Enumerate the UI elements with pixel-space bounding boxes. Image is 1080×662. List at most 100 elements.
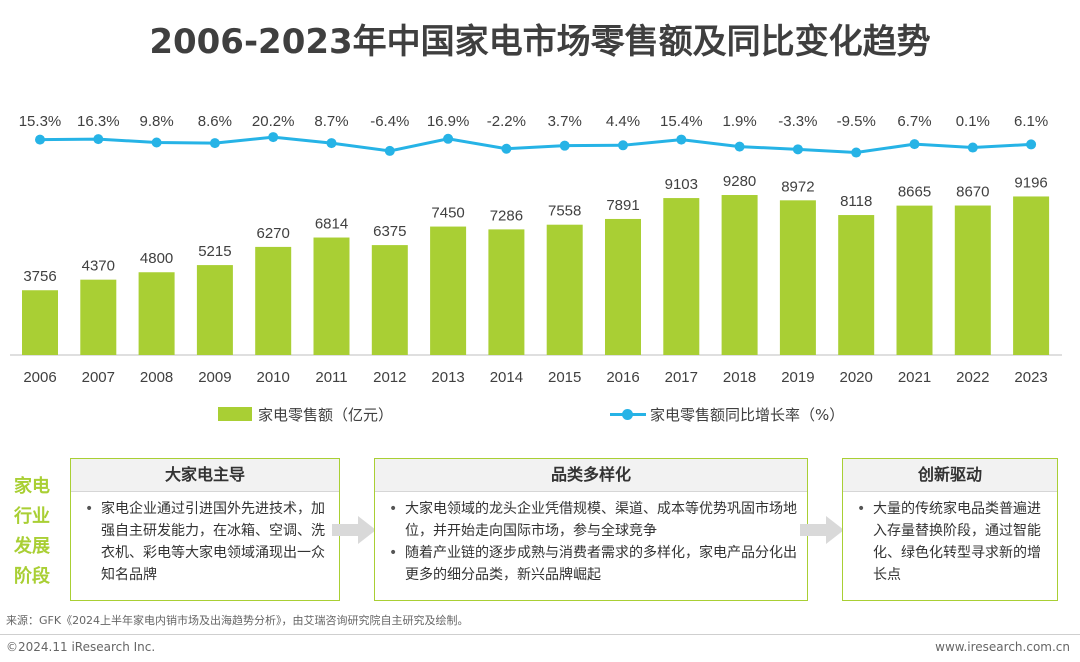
- growth-value-label: 0.1%: [956, 113, 990, 130]
- stage-2-bullet-1: 大家电领域的龙头企业凭借规模、渠道、成本等优势巩固市场地位，并开始走向国际市场，…: [387, 498, 797, 542]
- bar-value-label: 9103: [665, 176, 698, 193]
- source-note: 来源：GFK《2024上半年家电内销市场及出海趋势分析》，由艾瑞咨询研究院自主研…: [6, 614, 469, 627]
- growth-point: [209, 138, 220, 149]
- legend-item-line: 家电零售额同比增长率（%）: [610, 404, 880, 426]
- legend-line-label: 家电零售额同比增长率（%）: [650, 406, 845, 424]
- bar-value-label: 8670: [956, 184, 989, 201]
- bar-value-label: 7558: [548, 203, 581, 220]
- growth-value-label: -6.4%: [370, 113, 409, 130]
- growth-point: [93, 134, 104, 145]
- growth-point: [676, 134, 687, 145]
- bar: [954, 205, 991, 355]
- growth-point: [268, 132, 279, 143]
- website-link[interactable]: www.iresearch.com.cn: [935, 640, 1070, 654]
- bar-value-label: 7450: [431, 205, 464, 222]
- x-tick-label: 2022: [956, 369, 989, 386]
- stage-title-3: 创新驱动: [843, 459, 1057, 492]
- legend-item-bar: 家电零售额（亿元）: [218, 404, 438, 426]
- stage-2-bullet-2: 随着产业链的逐步成熟与消费者需求的多样化，家电产品分化出更多的细分品类，新兴品牌…: [387, 542, 797, 586]
- x-tick-label: 2006: [23, 369, 56, 386]
- x-tick-label: 2017: [665, 369, 698, 386]
- x-tick-label: 2012: [373, 369, 406, 386]
- growth-point: [559, 140, 570, 151]
- x-tick-label: 2014: [490, 369, 523, 386]
- page-title: 2006-2023年中国家电市场零售额及同比变化趋势: [149, 22, 931, 62]
- x-tick-label: 2007: [82, 369, 115, 386]
- bar: [430, 226, 467, 355]
- x-tick-label: 2021: [898, 369, 931, 386]
- growth-value-label: 15.3%: [19, 113, 62, 130]
- bar: [488, 229, 525, 355]
- stage-title-1: 大家电主导: [71, 459, 339, 492]
- bar: [255, 246, 292, 355]
- growth-value-label: 1.9%: [722, 113, 756, 130]
- bar: [80, 279, 117, 355]
- bar: [196, 265, 233, 355]
- growth-point: [443, 133, 454, 144]
- bar: [22, 290, 58, 355]
- copyright: ©2024.11 iResearch Inc.: [6, 640, 156, 654]
- growth-point: [734, 141, 745, 152]
- bar-value-label: 9280: [723, 173, 756, 190]
- growth-value-label: 9.8%: [139, 113, 173, 130]
- x-tick-label: 2016: [606, 369, 639, 386]
- arrow-right-icon: [332, 516, 376, 544]
- growth-value-label: 15.4%: [660, 113, 703, 130]
- growth-value-label: 8.7%: [314, 113, 348, 130]
- growth-point: [909, 139, 920, 150]
- stage-3-bullet-1: 大量的传统家电品类普遍进入存量替换阶段，通过智能化、绿色化转型寻求新的增长点: [855, 498, 1047, 586]
- stage-box-2: 品类多样化 大家电领域的龙头企业凭借规模、渠道、成本等优势巩固市场地位，并开始走…: [374, 458, 808, 601]
- growth-point: [384, 145, 395, 156]
- growth-value-label: 16.3%: [77, 113, 120, 130]
- bar-value-label: 8665: [898, 184, 931, 201]
- growth-value-label: -3.3%: [778, 113, 817, 130]
- bar-value-label: 6814: [315, 216, 348, 233]
- growth-point: [151, 137, 162, 148]
- bar: [371, 245, 408, 355]
- x-tick-label: 2009: [198, 369, 231, 386]
- bar: [838, 215, 875, 355]
- bar-value-label: 3756: [23, 268, 56, 285]
- stage-box-1: 大家电主导 家电企业通过引进国外先进技术，加强自主研发能力，在冰箱、空调、洗衣机…: [70, 458, 340, 601]
- growth-point: [326, 138, 337, 149]
- arrow-right-icon: [800, 516, 844, 544]
- legend-line-dot: [622, 409, 633, 420]
- bar: [721, 195, 758, 355]
- growth-value-label: 20.2%: [252, 113, 295, 130]
- growth-value-label: -2.2%: [487, 113, 526, 130]
- bar: [896, 205, 933, 355]
- bar: [138, 272, 175, 355]
- growth-point: [967, 142, 978, 153]
- bar-value-label: 4370: [82, 258, 115, 275]
- x-tick-label: 2013: [431, 369, 464, 386]
- x-tick-label: 2010: [257, 369, 290, 386]
- bar: [605, 218, 641, 355]
- combo-chart: 3756 4370 4800 5215 6270 6814 6375 7450 7286 7558…: [10, 113, 1062, 386]
- x-tick-label: 2008: [140, 369, 173, 386]
- legend-bar-swatch: [218, 407, 252, 421]
- growth-point: [851, 147, 862, 158]
- growth-point: [35, 134, 45, 145]
- growth-value-label: 16.9%: [427, 113, 470, 130]
- x-tick-label: 2020: [840, 369, 873, 386]
- bar-value-label: 9196: [1014, 174, 1047, 191]
- growth-value-label: 8.6%: [198, 113, 232, 130]
- growth-point: [1026, 139, 1037, 150]
- bar: [779, 200, 816, 355]
- stage-box-3: 创新驱动 大量的传统家电品类普遍进入存量替换阶段，通过智能化、绿色化转型寻求新的…: [842, 458, 1058, 601]
- footer-divider: [0, 634, 1080, 635]
- bar-value-label: 4800: [140, 250, 173, 267]
- stage-title-2: 品类多样化: [375, 459, 807, 492]
- growth-rate-line: [39, 135, 1032, 155]
- growth-value-label: 6.7%: [897, 113, 931, 130]
- bar: [663, 198, 700, 355]
- bar-value-label: 6375: [373, 223, 406, 240]
- bar: [313, 237, 350, 355]
- bar-value-label: 5215: [198, 243, 231, 260]
- bar-value-label: 7286: [490, 207, 523, 224]
- x-tick-label: 2011: [315, 369, 347, 386]
- growth-point: [792, 144, 803, 155]
- x-tick-label: 2019: [781, 369, 814, 386]
- growth-value-label: 6.1%: [1014, 113, 1048, 130]
- bar: [546, 224, 583, 355]
